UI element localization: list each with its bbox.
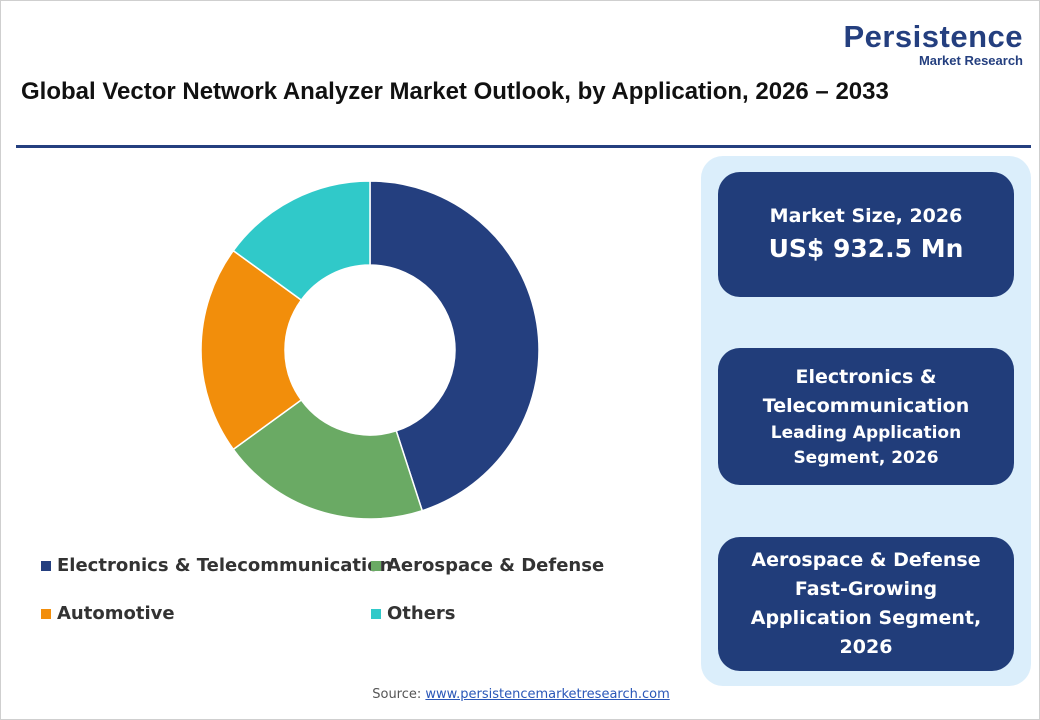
legend-label: Electronics & Telecommunication bbox=[57, 555, 392, 576]
logo-name: Persistence bbox=[843, 19, 1023, 54]
highlight-text: Leading Application Segment, 2026 bbox=[770, 422, 962, 468]
highlight-heading: Electronics & Telecommunication bbox=[762, 365, 970, 417]
highlight-text: Fast-Growing Application Segment, 2026 bbox=[750, 578, 982, 658]
highlight-heading: Market Size, 2026 bbox=[769, 205, 963, 227]
donut-slice bbox=[232, 180, 371, 302]
logo-tagline: Market Research bbox=[918, 53, 1023, 68]
chart: Electronics & TelecommunicationAerospace… bbox=[41, 180, 604, 624]
highlight-text: US$ 932.5 Mn bbox=[768, 234, 964, 263]
source-label: Source: bbox=[372, 687, 422, 702]
legend-label: Aerospace & Defense bbox=[387, 555, 604, 576]
donut-slice bbox=[200, 249, 303, 451]
chart-title: Global Vector Network Analyzer Market Ou… bbox=[21, 78, 889, 105]
highlight-box: Aerospace & Defense Fast-Growing Applica… bbox=[718, 537, 1014, 671]
legend-label: Automotive bbox=[57, 603, 175, 624]
highlight-heading: Aerospace & Defense bbox=[751, 549, 981, 571]
source: Source: www.persistencemarketresearch.co… bbox=[1, 687, 1039, 702]
legend-swatch bbox=[41, 609, 51, 619]
donut-slice bbox=[232, 398, 424, 520]
highlight-box: Market Size, 2026 US$ 932.5 Mn bbox=[718, 172, 1014, 297]
legend-swatch bbox=[371, 561, 381, 571]
legend-swatch bbox=[371, 609, 381, 619]
donut-slice bbox=[369, 180, 540, 512]
legend-swatch bbox=[41, 561, 51, 571]
legend-label: Others bbox=[387, 603, 456, 624]
title-rule bbox=[16, 145, 1031, 148]
highlight-box: Electronics & Telecommunication Leading … bbox=[718, 348, 1014, 485]
source-link[interactable]: www.persistencemarketresearch.com bbox=[425, 687, 670, 702]
